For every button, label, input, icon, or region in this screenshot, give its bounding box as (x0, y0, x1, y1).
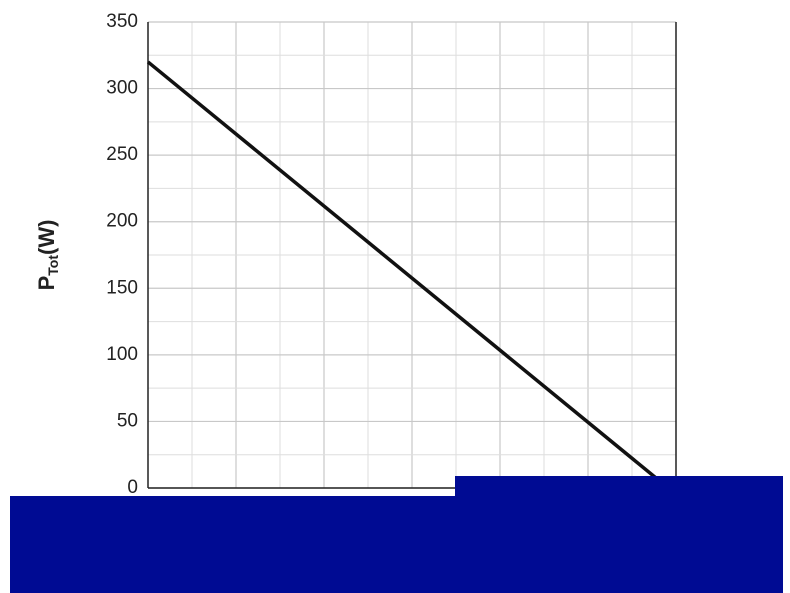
y-tick-label: 0 (127, 477, 138, 498)
y-tick-label: 350 (106, 11, 138, 32)
y-tick-label: 250 (106, 144, 138, 165)
y-tick-label: 100 (106, 344, 138, 365)
data-line (146, 60, 662, 483)
y-label-main: P (34, 276, 59, 291)
occluding-block (10, 476, 783, 593)
y-tick-label: 50 (117, 410, 138, 431)
y-axis-label: PTot(W) (34, 220, 61, 291)
y-label-sub: Tot (45, 255, 61, 276)
y-tick-label: 150 (106, 277, 138, 298)
y-tick-label: 200 (106, 211, 138, 232)
y-label-unit: (W) (34, 220, 59, 255)
plot-area: 0 50 100 150 200 250 300 350 (106, 11, 677, 498)
y-tick-label: 300 (106, 78, 138, 99)
